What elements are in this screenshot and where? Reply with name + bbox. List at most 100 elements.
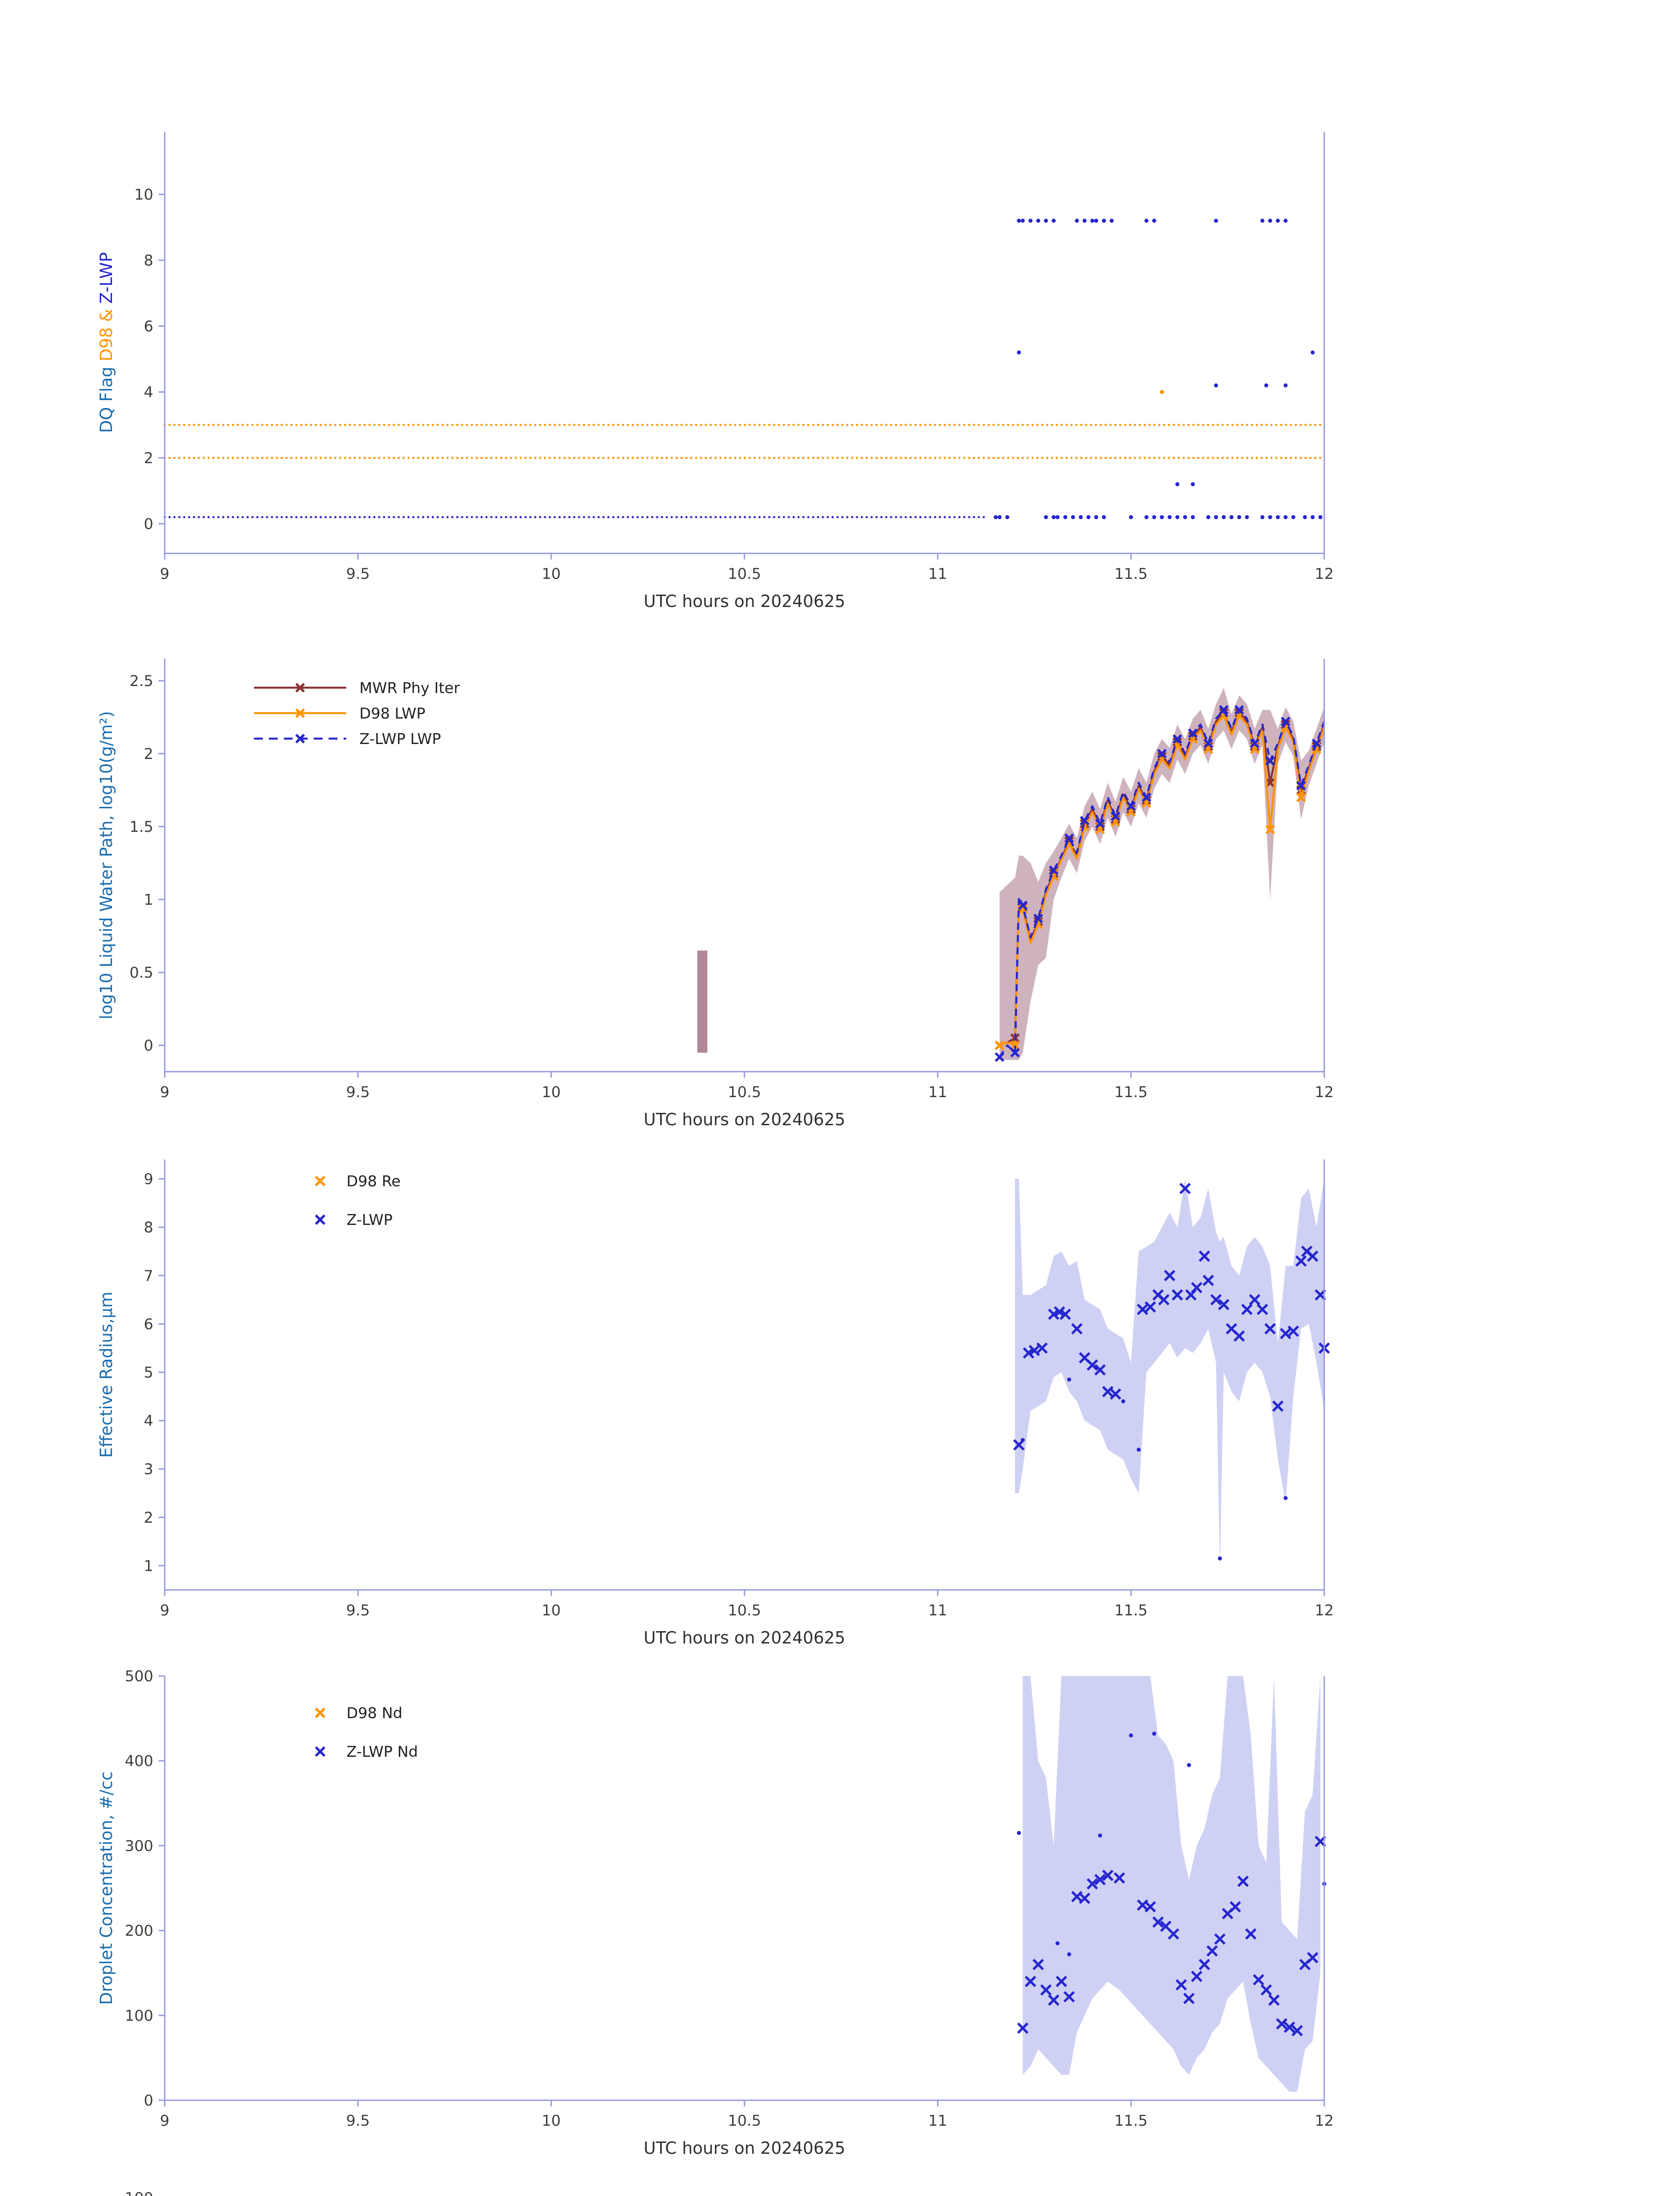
- x-marker: [994, 1052, 1004, 1062]
- x-marker: [314, 1176, 325, 1186]
- dot-marker: [1311, 515, 1315, 520]
- x-marker: [1175, 1979, 1187, 1991]
- y-tick-label: 0: [144, 2092, 153, 2109]
- dot-marker: [1129, 1733, 1133, 1737]
- x-tick-label: 12: [1315, 1602, 1333, 1619]
- y-axis-label: Droplet Concentration, #/cc: [97, 1771, 116, 2005]
- y-tick-label: 200: [125, 1922, 153, 1940]
- dot-marker: [1102, 515, 1106, 520]
- x-tick-label: 10.5: [728, 565, 761, 583]
- y-axis-label: log10 Liquid Water Path, log10(g/m²): [97, 711, 116, 1019]
- legend: D98 Re Z-LWP: [314, 1173, 401, 1229]
- x-tick-label: 11.5: [1114, 1084, 1148, 1101]
- x-marker: [1087, 1359, 1098, 1371]
- x-marker: [1307, 1250, 1319, 1262]
- dot-marker: [1090, 218, 1095, 223]
- x-marker: [1113, 1872, 1125, 1884]
- x-marker: [1280, 1328, 1291, 1340]
- x-marker: [1102, 1386, 1114, 1398]
- y-tick-label: 300: [125, 1837, 153, 1855]
- x-marker: [1036, 1342, 1048, 1354]
- y-tick-label: 2.5: [130, 672, 153, 690]
- dot-marker: [1187, 1763, 1191, 1767]
- panel-droplet-concentration: 9 9.5 10 10.5 11 11.5 12 0 100 200 300 400 500 UTC ho…: [97, 1668, 1334, 2158]
- dot-marker: [1067, 1377, 1071, 1382]
- x-marker: [1102, 1870, 1114, 1881]
- x-marker: [1049, 865, 1059, 875]
- y-tick-label: 500: [125, 1668, 153, 1685]
- x-marker: [1171, 1289, 1183, 1301]
- x-marker: [1214, 1933, 1226, 1945]
- dot-marker: [1109, 218, 1114, 223]
- x-tick-label: 11.5: [1114, 2112, 1148, 2130]
- dot-marker: [1283, 218, 1288, 223]
- x-marker: [1025, 1976, 1037, 1987]
- x-marker: [1010, 1047, 1020, 1058]
- x-marker: [1054, 1306, 1066, 1318]
- x-marker: [1257, 1304, 1268, 1315]
- x-tick-label: 9: [160, 565, 170, 583]
- x-tick-label: 10: [542, 1084, 560, 1101]
- x-tick-label: 10.5: [728, 1602, 761, 1619]
- dot-marker: [1098, 1833, 1102, 1838]
- x-marker: [1152, 1916, 1164, 1928]
- y-tick-label: 10: [134, 186, 153, 204]
- dot-marker: [1075, 218, 1079, 223]
- dot-marker: [1051, 515, 1056, 520]
- x-marker: [1268, 1994, 1280, 2006]
- x-axis-label: UTC hours on 20240625: [643, 1628, 845, 1647]
- dot-marker: [1311, 350, 1315, 355]
- dot-marker: [1028, 218, 1033, 223]
- x-marker: [1059, 1308, 1071, 1320]
- dot-marker: [1036, 218, 1041, 223]
- dot-marker: [1283, 383, 1288, 388]
- dot-marker: [1144, 515, 1149, 520]
- x-marker: [1250, 738, 1260, 748]
- x-marker: [1253, 1974, 1265, 1986]
- x-marker: [295, 708, 305, 718]
- x-marker: [1145, 1301, 1156, 1313]
- panel-dq-flag: 9 9.5 10 10.5 11 11.5 12 0 2 4 6 8 10 UTC hours on 20…: [97, 132, 1334, 611]
- x-marker: [1191, 1282, 1203, 1293]
- dot-marker: [1206, 515, 1210, 520]
- dot-marker: [1214, 383, 1218, 388]
- x-marker: [1296, 792, 1306, 802]
- x-marker: [1206, 1945, 1218, 1957]
- x-tick-label: 9: [160, 2112, 170, 2130]
- x-tick-label: 10: [542, 1602, 560, 1619]
- dot-marker: [1283, 515, 1288, 520]
- y-tick-label: 6: [144, 318, 153, 336]
- x-marker: [1199, 1958, 1210, 1970]
- x-marker: [1188, 731, 1198, 741]
- x-marker: [1234, 708, 1244, 718]
- x-marker: [1145, 1901, 1156, 1913]
- x-marker: [994, 1040, 1004, 1051]
- x-tick-label: 12: [1315, 1084, 1333, 1101]
- x-marker: [1203, 1275, 1214, 1286]
- x-marker: [1110, 811, 1120, 821]
- series-layer: [1013, 1179, 1330, 1571]
- x-marker: [1109, 1388, 1121, 1400]
- y-axis-label: Effective Radius,µm: [97, 1292, 116, 1458]
- x-marker: [1158, 1294, 1170, 1306]
- x-marker: [1071, 1323, 1083, 1335]
- x-tick-label: 9.5: [346, 1084, 370, 1101]
- x-tick-label: 10: [542, 565, 560, 583]
- y-tick-label: 400: [125, 1752, 153, 1770]
- x-marker: [1191, 1970, 1203, 1982]
- x-marker: [314, 1708, 325, 1718]
- y-tick-label: 9: [144, 1170, 153, 1188]
- x-marker: [1142, 792, 1152, 802]
- x-marker: [1295, 1255, 1307, 1267]
- x-marker: [295, 733, 305, 744]
- y-tick-label: 6: [144, 1315, 153, 1333]
- dot-marker: [1086, 515, 1091, 520]
- x-marker: [1307, 1952, 1319, 1964]
- x-axis-label: UTC hours on 20240625: [643, 592, 845, 611]
